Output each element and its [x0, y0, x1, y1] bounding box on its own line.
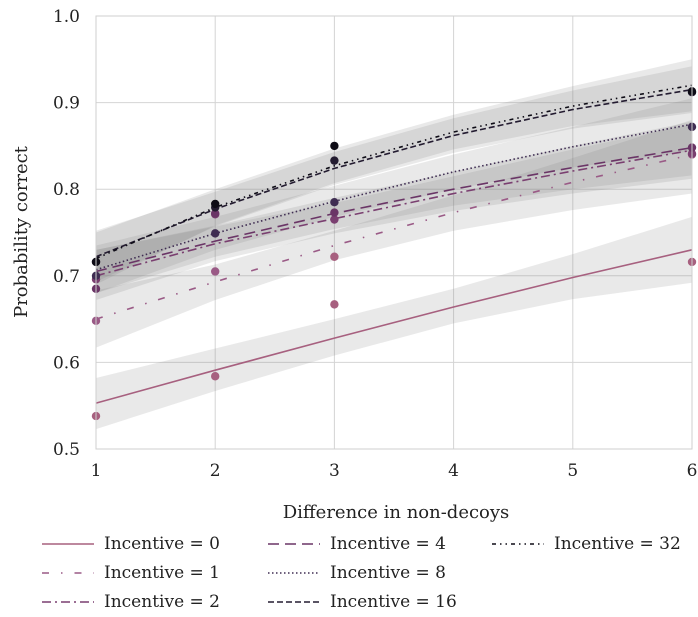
series-line	[95, 146, 693, 273]
series-line	[95, 249, 693, 404]
series-line	[95, 123, 693, 271]
y-tick-label: 0.7	[53, 267, 80, 287]
legend-label: Incentive = 1	[104, 563, 220, 583]
data-point	[211, 199, 220, 209]
series-line	[95, 153, 693, 320]
data-point	[330, 215, 339, 224]
y-tick-label: 1.0	[53, 7, 80, 27]
y-axis-label: Probability correct	[11, 145, 32, 318]
confidence-band	[96, 98, 692, 294]
legend-label: Incentive = 16	[330, 592, 457, 612]
confidence-band	[96, 124, 692, 301]
data-point	[330, 252, 339, 261]
data-point	[211, 229, 220, 238]
series-line	[95, 149, 693, 277]
plot-frame	[95, 15, 693, 450]
x-tick-labels: 1 2 3 4 5 6	[91, 461, 698, 481]
fit-lines	[95, 84, 693, 404]
confidence-band	[96, 66, 692, 282]
x-tick-label: 3	[329, 461, 340, 481]
x-tick-label: 5	[567, 461, 578, 481]
x-axis-label: Difference in non-decoys	[283, 502, 510, 523]
series-line	[95, 84, 693, 260]
x-tick-label: 1	[91, 461, 102, 481]
plot-border	[95, 15, 693, 450]
legend-label: Incentive = 8	[330, 563, 446, 583]
data-point	[330, 141, 339, 151]
y-tick-label: 0.6	[53, 353, 80, 373]
legend-label: Incentive = 2	[104, 592, 220, 612]
y-tick-label: 0.8	[53, 180, 80, 200]
confidence-band	[96, 121, 692, 294]
x-tick-label: 2	[210, 461, 221, 481]
confidence-bands	[96, 59, 692, 430]
legend: Incentive = 0 Incentive = 1 Incentive = 2 I…	[42, 534, 681, 612]
data-point	[330, 300, 339, 309]
series-line	[95, 88, 693, 258]
data-points	[91, 87, 697, 421]
data-point	[211, 209, 220, 218]
data-point	[330, 208, 339, 217]
y-tick-label: 0.9	[53, 94, 80, 114]
x-tick-label: 4	[448, 461, 459, 481]
data-point	[211, 267, 220, 276]
data-point	[330, 197, 339, 207]
data-point	[330, 156, 339, 165]
legend-label: Incentive = 4	[330, 534, 446, 554]
y-tick-labels: 0.5 0.6 0.7 0.8 0.9 1.0	[53, 7, 80, 460]
data-point	[211, 372, 220, 381]
legend-label: Incentive = 0	[104, 534, 220, 554]
x-tick-label: 6	[687, 461, 698, 481]
legend-label: Incentive = 32	[554, 534, 681, 554]
y-tick-label: 0.5	[53, 440, 80, 460]
